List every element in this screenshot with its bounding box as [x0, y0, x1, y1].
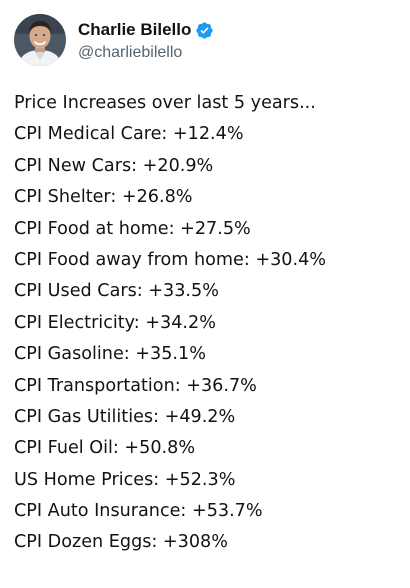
tweet-header: Charlie Bilello @charliebilello — [14, 13, 214, 67]
verified-badge-icon — [195, 21, 214, 40]
author-names: Charlie Bilello @charliebilello — [78, 18, 214, 62]
tweet-line-shelter: CPI Shelter: +26.8% — [14, 187, 193, 208]
name-row: Charlie Bilello — [78, 18, 214, 42]
avatar-image — [14, 14, 66, 66]
tweet-line-auto-insurance: CPI Auto Insurance: +53.7% — [14, 501, 263, 522]
tweet-line-transportation: CPI Transportation: +36.7% — [14, 375, 257, 396]
tweet-line-food-at-home: CPI Food at home: +27.5% — [14, 218, 251, 239]
tweet-line-gasoline: CPI Gasoline: +35.1% — [14, 344, 206, 365]
tweet-line-electricity: CPI Electricity: +34.2% — [14, 312, 216, 333]
avatar[interactable] — [14, 14, 66, 66]
author-handle[interactable]: @charliebilello — [78, 44, 183, 61]
tweet-line-used-cars: CPI Used Cars: +33.5% — [14, 281, 219, 302]
tweet-line-fuel-oil: CPI Fuel Oil: +50.8% — [14, 438, 196, 459]
tweet-line-new-cars: CPI New Cars: +20.9% — [14, 155, 214, 176]
tweet-line-home-prices: US Home Prices: +52.3% — [14, 469, 236, 490]
tweet-line-intro: Price Increases over last 5 years... — [14, 93, 316, 113]
author-display-name[interactable]: Charlie Bilello — [78, 20, 192, 39]
tweet-line-gas-utilities: CPI Gas Utilities: +49.2% — [14, 406, 236, 427]
tweet-line-food-away-from-home: CPI Food away from home: +30.4% — [14, 249, 326, 270]
tweet-text: Price Increases over last 5 years... CPI… — [14, 88, 406, 559]
tweet-line-dozen-eggs: CPI Dozen Eggs: +308% — [14, 532, 228, 553]
tweet-line-medical-care: CPI Medical Care: +12.4% — [14, 124, 244, 145]
